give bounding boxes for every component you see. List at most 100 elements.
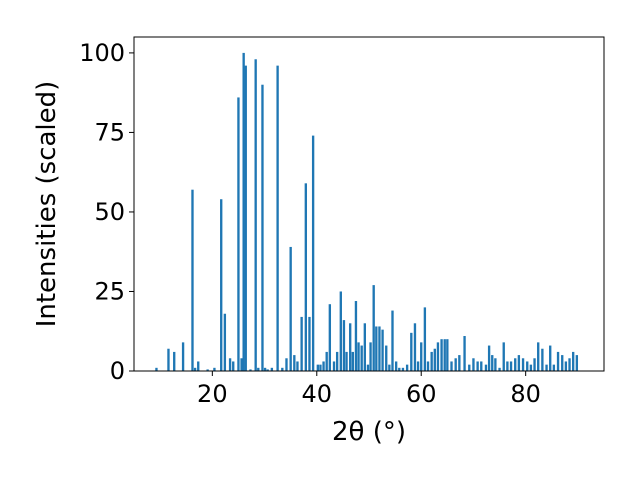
bar	[316, 364, 319, 371]
y-tick-label: 75	[94, 118, 125, 146]
bar	[502, 342, 505, 371]
y-tick-label: 100	[79, 39, 125, 67]
bar	[155, 367, 158, 371]
bar	[181, 342, 185, 371]
bar	[529, 364, 533, 371]
bar	[420, 342, 423, 371]
bar	[369, 342, 372, 371]
bar	[363, 323, 366, 371]
ticks: 20 40 60 80 0 25 50 75 100	[79, 39, 541, 408]
bar	[423, 307, 427, 371]
bar	[360, 345, 363, 371]
x-tick-label: 20	[197, 380, 228, 408]
bar	[426, 361, 430, 371]
bar	[556, 351, 560, 371]
bar	[293, 355, 296, 371]
bar	[416, 361, 420, 371]
bar	[463, 336, 466, 371]
bar	[545, 364, 548, 371]
bars	[155, 52, 579, 372]
bar	[454, 358, 457, 371]
bar	[430, 351, 433, 371]
bar	[561, 355, 564, 371]
bar	[332, 361, 336, 371]
bar	[472, 358, 475, 371]
bar	[517, 355, 521, 371]
bar	[514, 358, 517, 371]
bar	[443, 339, 446, 371]
bar	[261, 84, 264, 372]
bar	[223, 313, 227, 371]
bar	[394, 361, 398, 371]
bar	[487, 345, 491, 371]
bar	[372, 285, 375, 371]
y-tick-label: 0	[110, 357, 125, 385]
bar	[193, 367, 197, 371]
bar	[311, 135, 315, 371]
bar	[254, 59, 257, 372]
bar	[263, 367, 267, 371]
bar	[325, 351, 328, 371]
bar	[304, 183, 307, 371]
bar	[300, 316, 303, 371]
bar	[526, 361, 529, 371]
bar	[410, 332, 413, 371]
bar	[480, 361, 483, 371]
bar	[572, 351, 575, 371]
bar	[328, 304, 332, 371]
bar	[568, 358, 571, 371]
bar	[450, 361, 453, 371]
bar	[378, 326, 381, 371]
bar	[257, 367, 260, 371]
bar	[345, 351, 348, 371]
bar	[308, 316, 311, 371]
bar	[521, 358, 525, 371]
bar	[281, 367, 284, 371]
bar	[296, 361, 299, 371]
bar	[388, 364, 391, 371]
bar	[436, 342, 440, 371]
bar	[484, 364, 488, 371]
bar	[533, 358, 536, 371]
bar	[537, 342, 540, 371]
bar	[446, 339, 449, 371]
bar	[244, 65, 247, 371]
bar	[351, 351, 354, 371]
bar	[167, 348, 170, 371]
bar	[405, 364, 409, 371]
bar	[491, 355, 494, 371]
bar	[249, 369, 252, 371]
bar	[506, 361, 509, 371]
bar	[342, 320, 346, 371]
bar	[575, 355, 579, 371]
bar	[494, 358, 497, 371]
bar	[191, 189, 194, 371]
bar	[564, 361, 568, 371]
bar	[468, 364, 471, 371]
bar	[498, 367, 501, 371]
bar	[552, 364, 556, 371]
y-axis-label: Intensities (scaled)	[32, 81, 62, 328]
bar	[401, 367, 405, 371]
bar	[242, 52, 245, 372]
bar	[322, 361, 325, 371]
bar	[197, 361, 200, 371]
bar	[391, 310, 394, 371]
x-tick-label: 40	[302, 380, 333, 408]
bar	[413, 323, 417, 371]
bar	[220, 199, 223, 371]
bar	[173, 351, 176, 371]
bar	[357, 342, 360, 371]
bar	[270, 367, 274, 371]
bar	[206, 369, 209, 371]
x-tick-label: 60	[406, 380, 437, 408]
bar	[398, 367, 401, 371]
y-tick-label: 50	[94, 198, 125, 226]
bar	[381, 329, 384, 371]
bar	[319, 364, 322, 371]
bar	[375, 326, 378, 371]
bar	[458, 355, 461, 371]
bar	[476, 361, 479, 371]
bar	[433, 348, 436, 371]
